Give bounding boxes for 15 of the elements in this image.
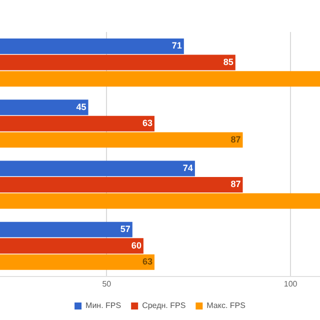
data-label: 63 (142, 118, 152, 128)
x-tick-label: 50 (102, 279, 112, 288)
legend-label: Мин. FPS (86, 301, 122, 310)
data-label: 85 (223, 57, 234, 68)
data-label: 63 (142, 256, 152, 267)
x-tick-label: 100 (284, 279, 298, 288)
legend-label: Макс. FPS (206, 301, 246, 310)
data-label: 74 (182, 162, 193, 173)
data-label: 87 (230, 179, 241, 190)
data-label: 87 (230, 134, 241, 144)
data-label: 71 (172, 40, 182, 51)
legend-label: Средн. FPS (142, 301, 186, 310)
data-label: 57 (120, 224, 130, 234)
data-label: 45 (76, 102, 86, 112)
data-label: 60 (131, 240, 142, 250)
